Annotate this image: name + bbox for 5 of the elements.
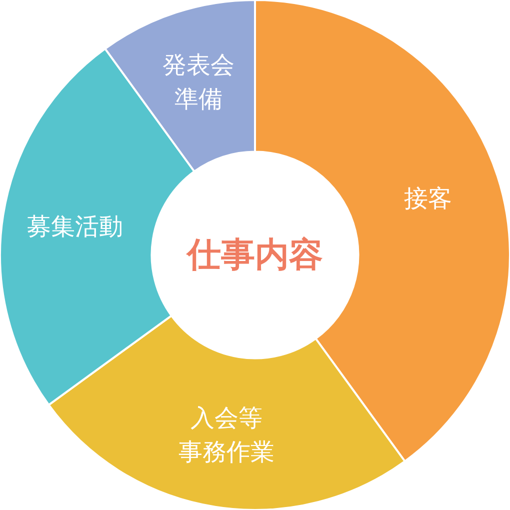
text: 仕事内容 [185, 235, 323, 275]
slice-label: 接客 [404, 184, 452, 213]
slice-label: 発表会準備 [162, 50, 235, 113]
slice-label: 募集活動 [27, 212, 124, 241]
slice-label: 入会等事務作業 [178, 404, 275, 466]
